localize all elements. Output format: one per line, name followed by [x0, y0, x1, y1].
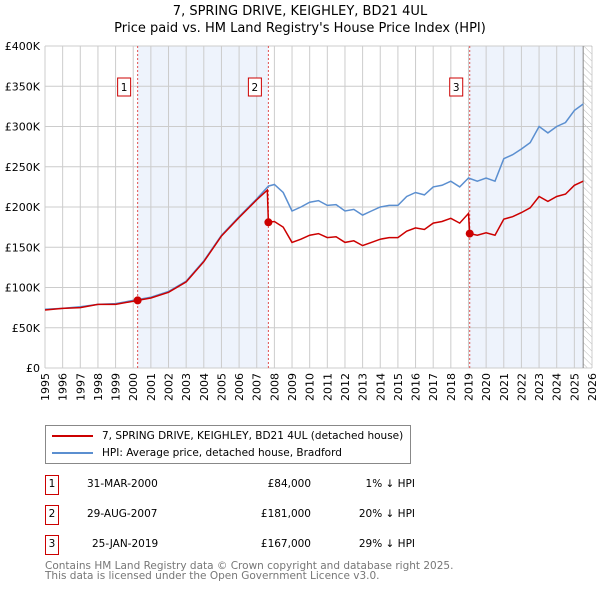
- sale-marker: 2: [45, 505, 59, 525]
- sale-hpi-diff: 1% ↓ HPI: [365, 478, 415, 490]
- sale-point: [465, 229, 474, 238]
- legend-swatch-blue: [52, 452, 93, 454]
- x-tick-label: 2019: [462, 373, 475, 401]
- x-tick-label: 1997: [74, 373, 87, 401]
- x-tick-label: 2010: [304, 373, 317, 401]
- x-tick-label: 2001: [145, 373, 158, 401]
- legend: 7, SPRING DRIVE, KEIGHLEY, BD21 4UL (det…: [45, 425, 411, 464]
- x-tick-label: 1999: [110, 373, 123, 401]
- sale-row: 3 25-JAN-2019 £167,000 29% ↓ HPI: [45, 535, 415, 555]
- x-tick-label: 2013: [357, 373, 370, 401]
- sale-row: 1 31-MAR-2000 £84,000 1% ↓ HPI: [45, 475, 415, 495]
- x-tick-label: 2007: [251, 373, 264, 401]
- x-tick-label: 2022: [515, 373, 528, 401]
- x-tick-label: 2025: [568, 373, 581, 401]
- sale-price: £167,000: [260, 538, 311, 550]
- y-tick-label: £400K: [5, 40, 41, 53]
- x-tick-label: 2002: [163, 373, 176, 401]
- x-tick-label: 2008: [268, 373, 281, 401]
- y-tick-label: £150K: [5, 241, 41, 254]
- x-tick-label: 2009: [286, 373, 299, 401]
- sale-date: 25-JAN-2019: [92, 538, 159, 550]
- y-tick-label: £250K: [5, 161, 41, 174]
- sale-price: £181,000: [260, 508, 311, 520]
- sale-marker-label: 2: [252, 82, 259, 94]
- legend-item-property: 7, SPRING DRIVE, KEIGHLEY, BD21 4UL (det…: [52, 429, 403, 443]
- sale-marker-label: 3: [453, 82, 460, 94]
- footer-copyright: Contains HM Land Registry data © Crown c…: [45, 560, 454, 572]
- sale-date: 31-MAR-2000: [87, 478, 158, 490]
- x-tick-label: 2005: [215, 373, 228, 401]
- x-tick-label: 2021: [498, 373, 511, 401]
- x-tick-label: 1996: [57, 373, 70, 401]
- x-tick-label: 2003: [180, 373, 193, 401]
- sale-marker-box: [449, 77, 464, 97]
- legend-label: HPI: Average price, detached house, Brad…: [102, 447, 342, 459]
- series-line: [44, 180, 584, 311]
- sale-marker-label: 1: [121, 82, 128, 94]
- x-tick-label: 2023: [533, 373, 546, 401]
- x-tick-label: 1998: [92, 373, 105, 401]
- x-tick-label: 2004: [198, 373, 211, 401]
- y-tick-label: £100K: [5, 282, 41, 295]
- sale-point: [133, 296, 142, 305]
- sale-date: 29-AUG-2007: [87, 508, 158, 520]
- x-tick-label: 2026: [586, 373, 599, 401]
- x-tick-label: 2012: [339, 373, 352, 401]
- sale-point: [264, 218, 273, 227]
- x-tick-label: 2006: [233, 373, 246, 401]
- sale-price: £84,000: [267, 478, 311, 490]
- x-tick-label: 2018: [445, 373, 458, 401]
- sale-hpi-diff: 20% ↓ HPI: [358, 508, 415, 520]
- x-tick-label: 2024: [551, 373, 564, 401]
- x-tick-label: 1995: [39, 373, 52, 401]
- legend-label: 7, SPRING DRIVE, KEIGHLEY, BD21 4UL (det…: [102, 430, 404, 442]
- x-tick-label: 2014: [374, 373, 387, 401]
- sale-row: 2 29-AUG-2007 £181,000 20% ↓ HPI: [45, 505, 415, 525]
- x-tick-label: 2016: [410, 373, 423, 401]
- chart-title: 7, SPRING DRIVE, KEIGHLEY, BD21 4UL: [172, 4, 428, 19]
- sale-marker-box: [117, 77, 132, 97]
- y-tick-label: £50K: [12, 322, 41, 335]
- price-chart: 1995 1996 1997 1998 1999 2000 2001 2002 2003 2004…: [5, 40, 599, 401]
- chart-subtitle: Price paid vs. HM Land Registry's House …: [114, 21, 486, 36]
- legend-swatch-red: [52, 435, 93, 437]
- y-tick-label: £350K: [5, 80, 41, 93]
- y-tick-label: £0: [26, 362, 40, 375]
- footer-licence: This data is licensed under the Open Gov…: [45, 570, 380, 582]
- y-tick-label: £300K: [5, 121, 41, 134]
- sale-marker: 3: [45, 535, 59, 555]
- sale-marker-box: [247, 77, 262, 97]
- x-tick-label: 2017: [427, 373, 440, 401]
- y-tick-label: £200K: [5, 201, 41, 214]
- legend-item-hpi: HPI: Average price, detached house, Brad…: [52, 446, 342, 460]
- x-tick-label: 2015: [392, 373, 405, 401]
- x-tick-label: 2011: [321, 373, 334, 401]
- x-tick-label: 2020: [480, 373, 493, 401]
- x-tick-label: 2000: [127, 373, 140, 401]
- sale-hpi-diff: 29% ↓ HPI: [358, 538, 415, 550]
- sale-marker: 1: [45, 475, 59, 495]
